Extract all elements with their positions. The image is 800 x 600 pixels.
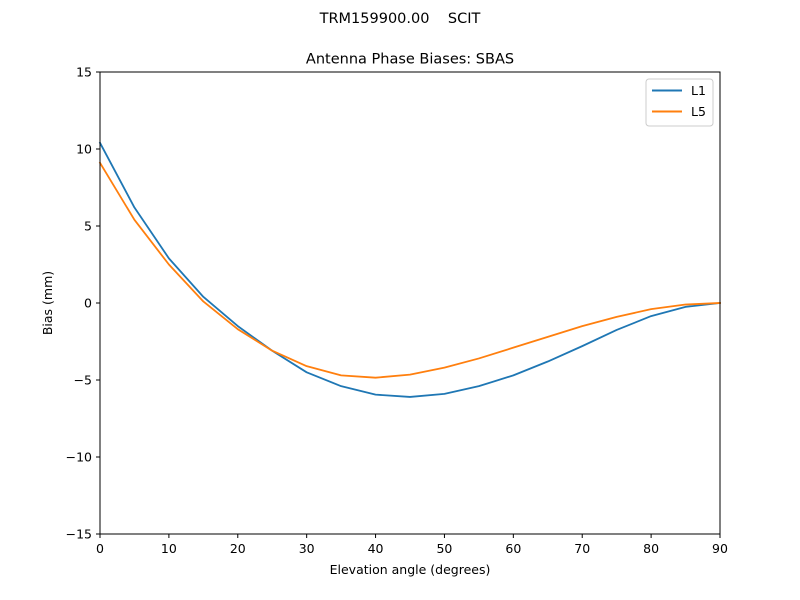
y-tick-label: −10 xyxy=(66,450,92,465)
legend: L1 L5 xyxy=(645,78,714,127)
x-tick-label: 70 xyxy=(574,541,590,556)
legend-label-l5: L5 xyxy=(691,104,706,119)
x-tick-label: 60 xyxy=(505,541,521,556)
series-line-l1 xyxy=(98,141,721,398)
series-line-l5 xyxy=(98,161,721,379)
x-tick-label: 30 xyxy=(299,541,315,556)
y-axis-label: Bias (mm) xyxy=(40,271,55,335)
x-axis-label: Elevation angle (degrees) xyxy=(330,562,491,577)
y-tick-label: −5 xyxy=(74,373,92,388)
chart-suptitle: TRM159900.00 SCIT xyxy=(319,11,481,27)
legend-label-l1: L1 xyxy=(691,83,706,98)
chart-title: Antenna Phase Biases: SBAS xyxy=(306,52,514,68)
x-tick-label: 20 xyxy=(230,541,246,556)
x-tick-label: 80 xyxy=(643,541,659,556)
x-tick-label: 0 xyxy=(96,541,104,556)
y-tick-label: 5 xyxy=(84,219,92,234)
x-tick-label: 50 xyxy=(436,541,452,556)
x-tick-label: 10 xyxy=(161,541,177,556)
plot-frame xyxy=(99,71,721,535)
x-tick-label: 90 xyxy=(712,541,728,556)
x-tick-label: 40 xyxy=(368,541,384,556)
x-ticks: 0 10 20 30 40 50 60 70 80 90 xyxy=(96,534,728,556)
y-tick-label: 0 xyxy=(84,296,92,311)
y-tick-label: 10 xyxy=(76,142,92,157)
plot-lines xyxy=(98,141,721,398)
y-ticks: −15 −10 −5 0 5 10 15 xyxy=(66,65,100,542)
y-tick-label: −15 xyxy=(66,527,92,542)
y-tick-label: 15 xyxy=(76,65,92,80)
